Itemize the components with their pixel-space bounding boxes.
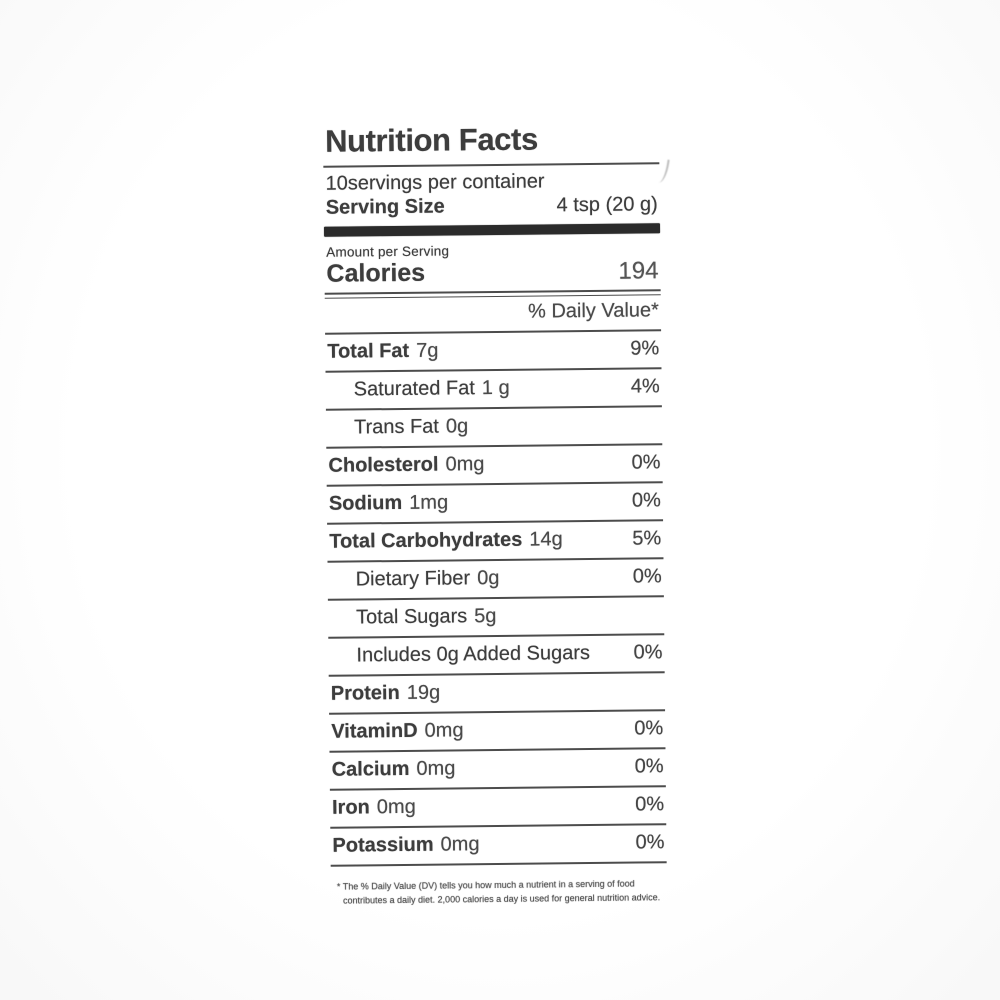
- nutrient-name-group: Iron 0mg: [332, 796, 416, 820]
- servings-per-container: 10servings per container: [325, 170, 545, 195]
- nutrient-daily-value: 0%: [631, 489, 661, 512]
- nutrient-row: Iron 0mg 0%: [329, 787, 667, 829]
- nutrient-name-group: Sodium 1mg: [329, 491, 448, 515]
- nutrient-amount: 0mg: [424, 719, 464, 742]
- nutrient-name-group: Includes 0g Added Sugars: [330, 642, 597, 668]
- nutrient-row: VitaminD 0mg 0%: [329, 711, 666, 753]
- label-title: Nutrition Facts: [322, 120, 660, 168]
- nutrient-label: Dietary Fiber: [355, 567, 471, 591]
- nutrient-daily-value: 0%: [635, 831, 665, 854]
- nutrition-facts-label: Nutrition Facts 10servings per container…: [322, 120, 667, 907]
- nutrient-amount: 14g: [529, 528, 563, 551]
- nutrient-amount: 19g: [406, 681, 441, 704]
- nutrient-name-group: Dietary Fiber 0g: [330, 567, 500, 592]
- nutrient-daily-value: 0%: [631, 451, 661, 474]
- nutrient-name-group: VitaminD 0mg: [331, 719, 463, 743]
- nutrient-label: Potassium: [332, 833, 434, 857]
- nutrient-daily-value: 4%: [630, 375, 660, 398]
- daily-value-header: % Daily Value*: [324, 295, 662, 335]
- nutrient-label: VitaminD: [331, 719, 418, 743]
- nutrient-label: Iron: [331, 796, 370, 819]
- nutrient-row: Includes 0g Added Sugars 0%: [328, 635, 665, 677]
- nutrient-amount: 5g: [474, 604, 497, 628]
- nutrient-daily-value: 9%: [630, 337, 660, 360]
- nutrient-row: Total Sugars 5g: [327, 597, 665, 639]
- nutrient-label: Total Carbohydrates: [329, 528, 523, 553]
- photo-artifact: [655, 158, 670, 184]
- nutrient-daily-value: 0%: [634, 755, 664, 778]
- daily-value-footnote: * The % Daily Value (DV) tells you how m…: [336, 878, 661, 906]
- nutrient-amount: 1 g: [481, 376, 510, 400]
- nutrient-amount: 0mg: [440, 833, 480, 856]
- nutrient-daily-value: 0%: [633, 641, 663, 664]
- nutrient-row: Total Carbohydrates 14g 5%: [327, 521, 664, 563]
- calories-row: Calories 194: [324, 256, 660, 293]
- nutrient-label: Total Fat: [327, 339, 410, 363]
- nutrient-name-group: Cholesterol 0mg: [328, 453, 484, 478]
- nutrient-daily-value: 0%: [635, 793, 665, 816]
- nutrient-name-group: Calcium 0mg: [332, 757, 456, 781]
- nutrient-label: Sodium: [328, 491, 403, 515]
- nutrient-daily-value: 0%: [632, 565, 662, 588]
- nutrient-label: Saturated Fat: [353, 377, 475, 401]
- nutrient-row: Potassium 0mg 0%: [330, 825, 667, 867]
- nutrient-amount: 7g: [416, 339, 439, 362]
- nutrient-row: Saturated Fat 1 g 4%: [325, 369, 662, 411]
- calories-value: 194: [618, 257, 659, 285]
- nutrient-name-group: Potassium 0mg: [332, 833, 479, 858]
- nutrient-amount: 0mg: [416, 757, 456, 780]
- serving-size-value: 4 tsp (20 g): [556, 193, 658, 217]
- nutrient-row: Calcium 0mg 0%: [329, 749, 666, 791]
- calories-label: Calories: [326, 258, 426, 288]
- nutrient-daily-value: 0%: [634, 717, 664, 740]
- nutrient-amount: 0g: [477, 566, 500, 590]
- nutrient-amount: 1mg: [409, 491, 449, 514]
- nutrient-row: Trans Fat 0g: [325, 407, 663, 449]
- nutrient-amount: 0mg: [445, 453, 485, 476]
- nutrient-name-group: Trans Fat 0g: [328, 415, 468, 439]
- nutrient-label: Includes 0g Added Sugars: [356, 642, 591, 667]
- nutrient-amount: 0g: [445, 415, 469, 438]
- nutrient-name-group: Saturated Fat 1 g: [328, 377, 510, 402]
- nutrient-row: Dietary Fiber 0g 0%: [327, 559, 664, 601]
- nutrient-name-group: Total Fat 7g: [327, 340, 438, 364]
- nutrient-name-group: Protein 19g: [331, 682, 441, 706]
- nutrient-amount: 0mg: [376, 795, 416, 819]
- nutrient-rows: Total Fat 7g 9% Saturated Fat 1 g 4% Tra…: [325, 331, 667, 867]
- nutrient-label: Calcium: [331, 757, 410, 781]
- nutrient-daily-value: 5%: [632, 527, 662, 550]
- serving-size-row: Serving Size 4 tsp (20 g): [324, 192, 660, 220]
- nutrient-label: Cholesterol: [328, 453, 439, 477]
- nutrient-name-group: Total Carbohydrates 14g: [329, 528, 563, 553]
- serving-size-label: Serving Size: [325, 195, 445, 219]
- nutrient-row: Total Fat 7g 9%: [325, 331, 662, 373]
- nutrient-name-group: Total Sugars 5g: [330, 605, 497, 630]
- nutrient-label: Protein: [330, 682, 400, 705]
- nutrient-label: Trans Fat: [353, 415, 440, 439]
- nutrient-row: Protein 19g: [328, 673, 666, 715]
- nutrient-label: Total Sugars: [355, 605, 468, 629]
- nutrient-row: Cholesterol 0mg 0%: [326, 445, 663, 487]
- nutrient-row: Sodium 1mg 0%: [326, 483, 664, 525]
